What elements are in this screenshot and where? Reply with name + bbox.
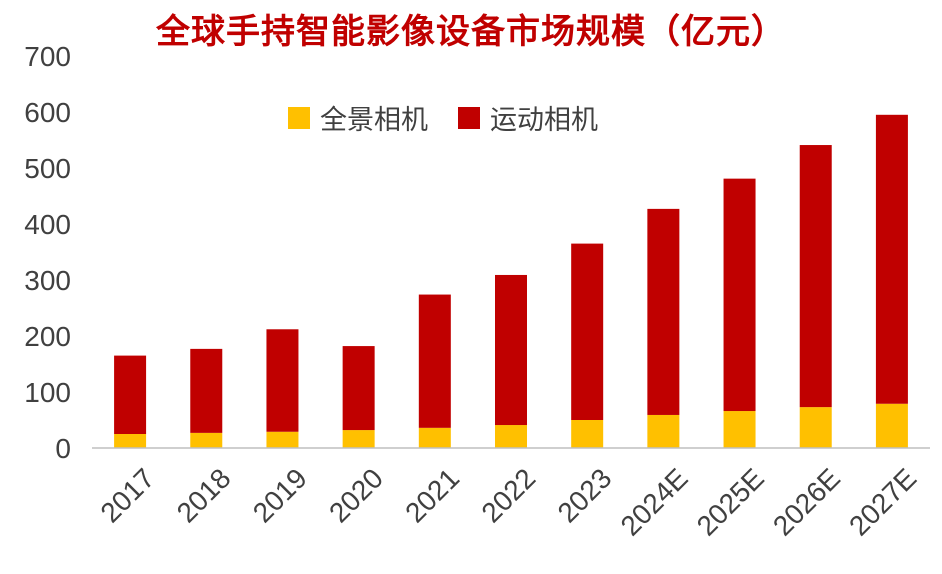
x-tick-label: 2023 xyxy=(552,462,618,528)
bar-action-2018 xyxy=(190,348,223,433)
bar-action-2024E xyxy=(647,208,680,415)
bar-panoramic-2021 xyxy=(418,427,451,448)
x-tick-label: 2021 xyxy=(399,462,465,528)
x-tick-label: 2019 xyxy=(247,462,313,528)
y-tick-label: 0 xyxy=(55,433,71,464)
x-tick-label: 2017 xyxy=(95,462,161,528)
x-tick-label: 2024E xyxy=(615,462,694,541)
y-tick-label: 400 xyxy=(24,209,71,240)
bar-panoramic-2027E xyxy=(875,403,908,448)
bar-action-2027E xyxy=(875,114,908,404)
x-tick-label: 2025E xyxy=(691,462,770,541)
legend-swatch-action xyxy=(458,106,480,129)
bar-action-2017 xyxy=(114,355,147,434)
bar-panoramic-2024E xyxy=(647,414,680,448)
bar-panoramic-2018 xyxy=(190,432,223,448)
bar-action-2020 xyxy=(342,346,375,431)
y-tick-label: 600 xyxy=(24,97,71,128)
legend-swatch-panoramic xyxy=(288,106,310,129)
chart-title: 全球手持智能影像设备市场规模（亿元） xyxy=(156,12,786,52)
x-tick-label: 2018 xyxy=(171,462,237,528)
legend-label-action: 运动相机 xyxy=(490,105,598,136)
bar-action-2021 xyxy=(418,294,451,428)
bar-action-2023 xyxy=(571,243,604,420)
legend-item-action: 运动相机 xyxy=(458,98,598,137)
x-tick-label: 2020 xyxy=(323,462,389,528)
bar-panoramic-2020 xyxy=(342,430,375,448)
y-tick-label: 500 xyxy=(24,153,71,184)
x-tick-label: 2027E xyxy=(843,462,922,541)
bar-panoramic-2026E xyxy=(799,407,832,448)
y-tick-label: 300 xyxy=(24,265,71,296)
y-tick-label: 200 xyxy=(24,321,71,352)
bar-action-2026E xyxy=(799,145,832,408)
bar-action-2019 xyxy=(266,329,299,432)
bar-panoramic-2023 xyxy=(571,420,604,448)
bar-action-2025E xyxy=(723,178,756,412)
bar-panoramic-2019 xyxy=(266,431,299,448)
bar-panoramic-2017 xyxy=(114,434,147,448)
legend: 全景相机 运动相机 xyxy=(288,98,628,137)
y-tick-label: 100 xyxy=(24,377,71,408)
bar-panoramic-2022 xyxy=(495,425,527,448)
y-tick-label: 700 xyxy=(24,41,71,72)
x-tick-label: 2026E xyxy=(767,462,846,541)
legend-label-panoramic: 全景相机 xyxy=(320,105,428,136)
x-tick-label: 2022 xyxy=(475,462,541,528)
bar-panoramic-2025E xyxy=(723,411,756,448)
legend-item-panoramic: 全景相机 xyxy=(288,98,428,137)
bar-action-2022 xyxy=(495,274,527,426)
